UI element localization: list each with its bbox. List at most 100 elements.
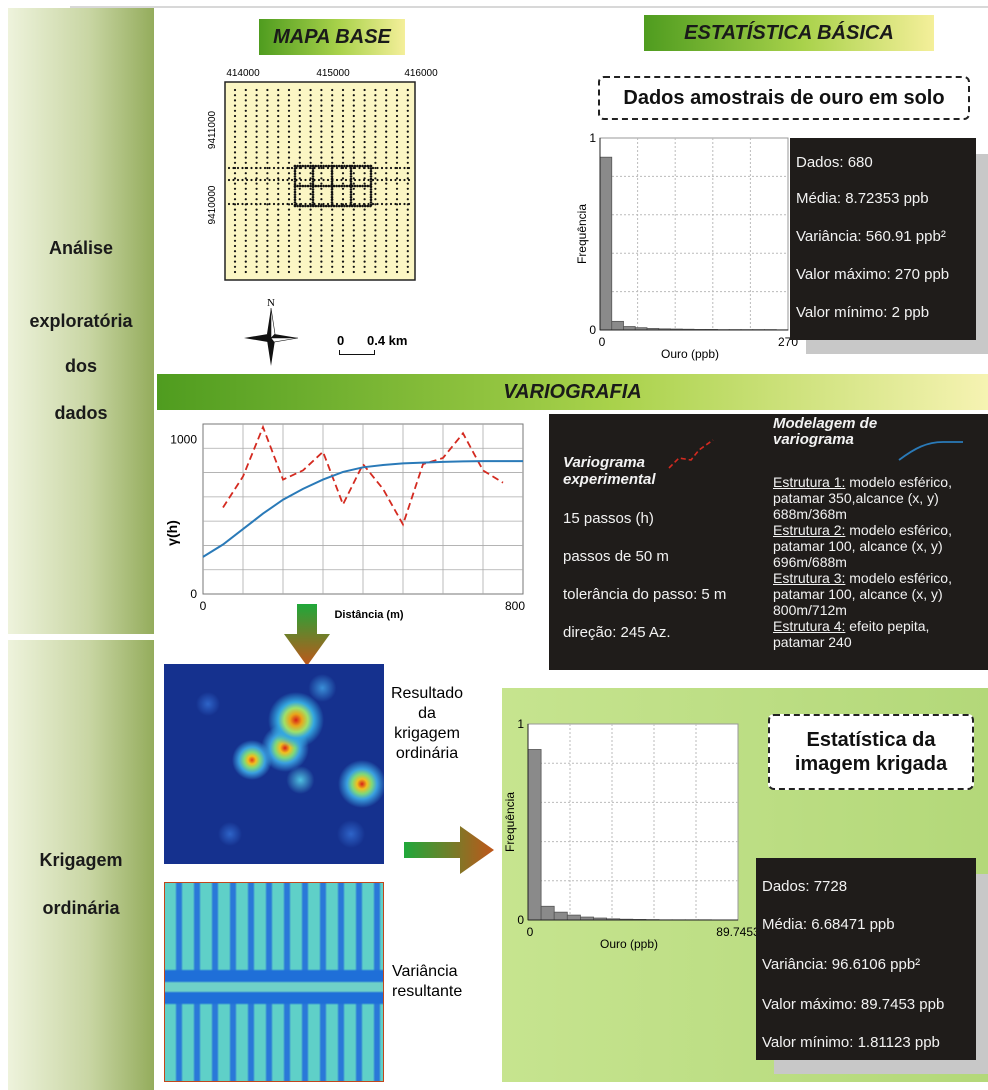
- dense-point: [330, 175, 334, 178]
- sample-point: [320, 187, 323, 190]
- sample-point: [331, 213, 334, 216]
- sample-point: [395, 109, 399, 112]
- sample-point: [277, 270, 280, 274]
- x-tick-max: 800: [505, 599, 525, 613]
- dense-point: [304, 204, 307, 208]
- model-variogram-line: [202, 460, 523, 558]
- sample-point: [241, 166, 244, 170]
- sample-point: [309, 260, 312, 263]
- sample-point: [320, 198, 323, 201]
- sample-point: [385, 109, 388, 112]
- sample-point: [371, 202, 375, 206]
- sample-point: [298, 114, 301, 118]
- sample-point: [363, 88, 366, 92]
- sample-point: [331, 146, 334, 149]
- sample-point: [286, 166, 289, 170]
- sample-point: [406, 198, 409, 201]
- sample-point: [406, 140, 409, 144]
- sample-point: [331, 255, 334, 258]
- sample-point: [277, 114, 280, 118]
- sample-point: [298, 229, 301, 232]
- sample-point: [266, 109, 269, 112]
- y-tick-zero: 0: [589, 323, 596, 337]
- sample-point: [277, 218, 280, 222]
- sample-point: [320, 161, 323, 164]
- sample-point: [326, 178, 330, 182]
- dense-point: [301, 164, 305, 168]
- sample-point: [340, 178, 343, 182]
- dense-point: [317, 184, 320, 188]
- sample-point: [277, 151, 280, 154]
- sample-point: [277, 260, 280, 263]
- sample-point: [255, 161, 258, 164]
- sample-point: [406, 182, 409, 185]
- sample-point: [309, 140, 312, 144]
- sample-point: [320, 177, 323, 180]
- experimental-variogram-line: [222, 424, 504, 527]
- sample-point: [385, 244, 388, 248]
- sample-point: [385, 270, 388, 274]
- sidebar-analysis-line4: dados: [54, 403, 108, 423]
- dense-point: [311, 180, 315, 183]
- dense-point: [330, 167, 334, 170]
- dense-point: [311, 195, 315, 199]
- sample-point: [266, 135, 269, 138]
- sample-point: [395, 192, 399, 196]
- dense-point: [330, 164, 334, 168]
- sample-point: [331, 94, 334, 97]
- sample-point: [287, 130, 291, 133]
- sample-point: [244, 177, 247, 180]
- sample-point: [287, 224, 291, 227]
- sample-point: [259, 178, 262, 182]
- sample-point: [309, 198, 312, 201]
- dense-point: [301, 204, 305, 208]
- sample-point: [309, 104, 312, 107]
- sample-point: [244, 182, 247, 185]
- dense-point: [335, 164, 338, 168]
- sample-point: [304, 178, 307, 182]
- sample-point: [374, 239, 377, 242]
- sample-point: [233, 88, 237, 92]
- sample-point: [233, 208, 237, 211]
- sample-point: [341, 156, 345, 159]
- dense-point: [349, 198, 353, 202]
- y-axis-label: Frequência: [575, 204, 589, 264]
- sample-point: [406, 130, 409, 133]
- sample-point: [363, 234, 366, 237]
- dense-point: [330, 188, 334, 191]
- sample-point: [266, 187, 269, 190]
- x-axis-label: Distância (m): [334, 609, 403, 621]
- sample-point: [320, 218, 323, 222]
- sample-point: [374, 255, 377, 258]
- sample-point: [255, 239, 258, 242]
- dense-point: [349, 193, 353, 196]
- map-x-tick-2: 415000: [316, 68, 350, 79]
- sample-point: [385, 88, 388, 92]
- sample-point: [363, 198, 366, 201]
- sample-point: [363, 114, 366, 118]
- sample-point: [352, 172, 355, 175]
- dense-point: [369, 180, 373, 183]
- sample-point: [322, 202, 325, 206]
- dense-point: [369, 198, 373, 202]
- sample-point: [277, 255, 280, 258]
- dense-point: [322, 164, 325, 168]
- sample-point: [395, 224, 399, 227]
- sample-point: [341, 218, 345, 222]
- sample-point: [277, 244, 280, 248]
- y-axis-label: γ(h): [164, 520, 180, 546]
- sample-point: [290, 166, 294, 170]
- kriging-variance-map: [164, 882, 384, 1082]
- dense-point: [349, 175, 353, 178]
- dense-point: [298, 184, 302, 188]
- basic-stats-title: ESTATÍSTICA BÁSICA: [644, 15, 934, 51]
- sample-point: [341, 270, 345, 274]
- sample-point: [287, 125, 291, 128]
- sample-point: [233, 125, 237, 128]
- sample-point: [395, 187, 399, 190]
- sample-point: [244, 192, 247, 196]
- sample-point: [287, 146, 291, 149]
- sample-point: [363, 172, 366, 175]
- dense-point: [311, 193, 315, 196]
- kriged-dados: Dados: 7728: [762, 878, 848, 895]
